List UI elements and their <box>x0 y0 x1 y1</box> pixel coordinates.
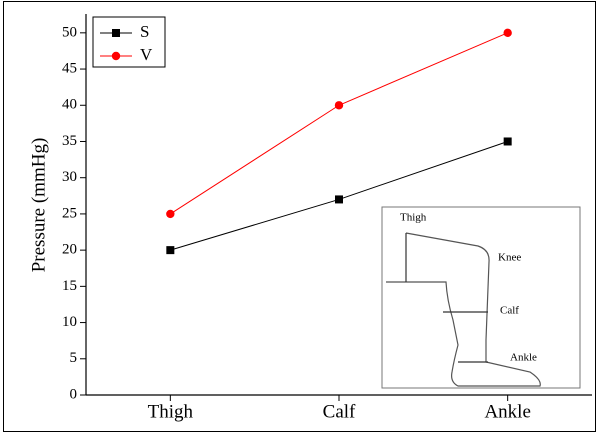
legend-label: V <box>140 45 153 64</box>
series-line <box>170 33 507 214</box>
y-tick-label: 25 <box>62 205 77 221</box>
y-axis-title: Pressure (mmHg) <box>28 138 49 273</box>
legend-box <box>93 17 165 67</box>
x-tick-label: Calf <box>323 401 356 422</box>
chart: Pressure (mmHg) Thigh Knee Calf Ankle 0 5… <box>0 0 598 434</box>
inset-label: Knee <box>498 252 521 264</box>
y-tick-label: 30 <box>62 169 77 185</box>
legend: SV <box>93 17 165 67</box>
marker <box>166 210 174 218</box>
inset-label: Ankle <box>510 352 537 364</box>
marker <box>112 52 120 60</box>
x-tick-label: Ankle <box>484 401 530 422</box>
y-tick-label: 5 <box>70 350 78 366</box>
x-tick-label: Thigh <box>148 401 194 422</box>
y-tick-label: 35 <box>62 133 77 149</box>
marker <box>166 246 174 254</box>
marker <box>503 29 511 37</box>
legend-label: S <box>140 22 149 41</box>
marker <box>504 137 512 145</box>
marker <box>335 195 343 203</box>
y-tick-label: 20 <box>62 242 77 258</box>
inset-label: Calf <box>500 305 519 317</box>
y-tick-label: 10 <box>62 314 77 330</box>
marker <box>335 101 343 109</box>
y-tick-label: 15 <box>62 278 77 294</box>
inset: Thigh Knee Calf Ankle <box>382 207 580 388</box>
y-tick-label: 40 <box>62 97 77 113</box>
y-tick-label: 50 <box>62 24 77 40</box>
inset-label: Thigh <box>400 212 427 224</box>
y-tick-label: 0 <box>70 386 78 402</box>
y-tick-label: 45 <box>62 60 77 76</box>
marker <box>112 29 120 37</box>
